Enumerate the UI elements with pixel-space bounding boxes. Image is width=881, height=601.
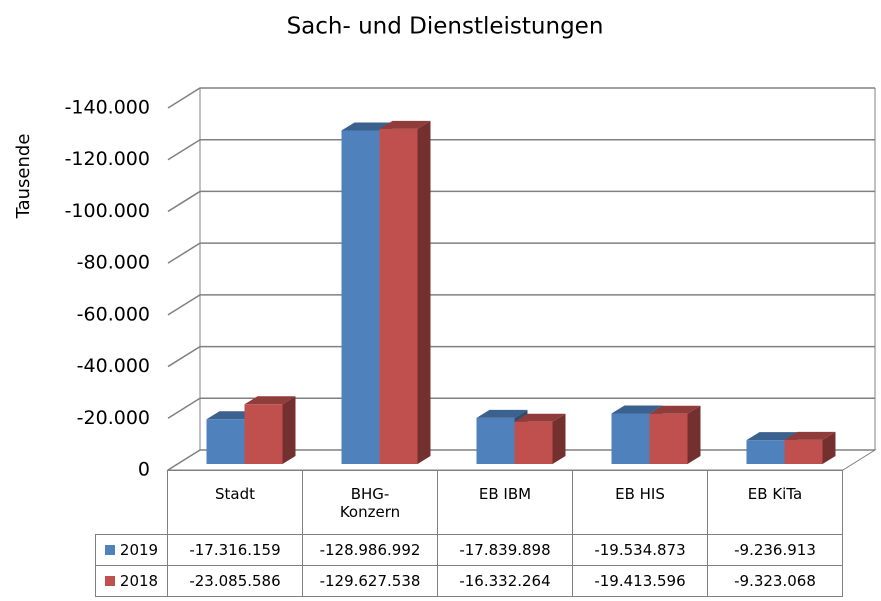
y-tick-label: -100.000	[65, 200, 150, 222]
value-label: -9.236.913	[707, 534, 843, 566]
legend-key	[104, 576, 115, 586]
value-label: -17.839.898	[437, 534, 573, 566]
value-label: -16.332.264	[437, 565, 573, 597]
data-table: Stadt BHG-Konzern EB IBM EB HIS EB KiTa 2019…	[95, 470, 843, 597]
grid-line	[167, 190, 875, 213]
bar-front	[514, 421, 553, 464]
bar	[244, 396, 296, 464]
bar-front	[784, 439, 823, 464]
bar-front	[206, 419, 245, 464]
x-tick-label: Stadt	[215, 485, 255, 503]
bar-side	[687, 405, 701, 464]
bar	[784, 431, 836, 464]
table-header: Stadt BHG-Konzern EB IBM EB HIS EB KiTa	[95, 470, 843, 535]
bar-front	[341, 130, 380, 464]
bar-top	[746, 432, 798, 441]
legend-label: 2018	[119, 572, 159, 590]
y-axis-label: Tausende	[13, 134, 34, 220]
category-cell: EB HIS	[572, 470, 708, 535]
x-tick-label: EB IBM	[478, 485, 532, 503]
value-label: -19.413.596	[572, 565, 708, 597]
y-tick-label: -140.000	[65, 97, 150, 119]
category-cell: BHG-Konzern	[302, 470, 438, 535]
bar-front	[649, 413, 688, 464]
y-tick-label: -60.000	[77, 303, 150, 325]
x-tick-label: EB HIS	[615, 485, 665, 503]
legend-label: 2019	[119, 541, 159, 559]
grid-line	[167, 138, 875, 161]
bar	[514, 413, 566, 464]
value-label: -128.986.992	[302, 534, 438, 566]
chart-title: Sach- und Dienstleistungen	[287, 14, 604, 40]
table-row: 2018 -23.085.586 -129.627.538 -16.332.264 -1…	[95, 565, 843, 597]
value-label: -23.085.586	[167, 565, 303, 597]
bar-top	[514, 413, 566, 422]
bar	[649, 405, 701, 464]
value-label: -129.627.538	[302, 565, 438, 597]
y-tick-label: -120.000	[65, 148, 150, 170]
value-label: -17.316.159	[167, 534, 303, 566]
legend-cell: 2018	[95, 565, 168, 597]
bar-top	[244, 396, 296, 405]
x-tick-label: EB KiTa	[747, 485, 803, 503]
x-tick-label: BHG-Konzern	[339, 485, 401, 521]
bar-top	[476, 409, 528, 418]
bar-front	[611, 413, 650, 464]
bar-side	[822, 431, 836, 464]
bar-top	[341, 122, 393, 131]
bar	[379, 120, 431, 464]
grid-line	[167, 242, 875, 264]
grid-line	[167, 87, 875, 109]
bar-top	[379, 120, 431, 129]
category-cell: Stadt	[167, 470, 303, 535]
grid-line	[167, 294, 875, 316]
bar-side	[417, 120, 431, 464]
bar-top	[784, 431, 836, 440]
bar-top	[611, 405, 663, 414]
table-row: 2019 -17.316.159 -128.986.992 -17.839.898 -1…	[95, 534, 843, 566]
bar-front	[746, 440, 785, 464]
y-tick-label: -40.000	[77, 355, 150, 377]
bar-top	[649, 405, 701, 414]
value-label: -19.534.873	[572, 534, 708, 566]
grid-line	[167, 397, 875, 419]
category-cell: EB KiTa	[707, 470, 843, 535]
y-tick-label: -20.000	[77, 407, 150, 429]
grid-line	[167, 345, 875, 368]
bar-side	[552, 413, 566, 464]
bar-side	[282, 396, 296, 464]
category-cell: EB IBM	[437, 470, 573, 535]
bar-front	[476, 417, 515, 464]
value-label: -9.323.068	[707, 565, 843, 597]
legend-cell: 2019	[95, 534, 168, 566]
blank-cell	[95, 470, 168, 535]
bar-front	[379, 128, 418, 464]
bar-front	[244, 404, 283, 464]
y-tick-label: -80.000	[77, 252, 150, 274]
legend-key	[104, 545, 115, 555]
